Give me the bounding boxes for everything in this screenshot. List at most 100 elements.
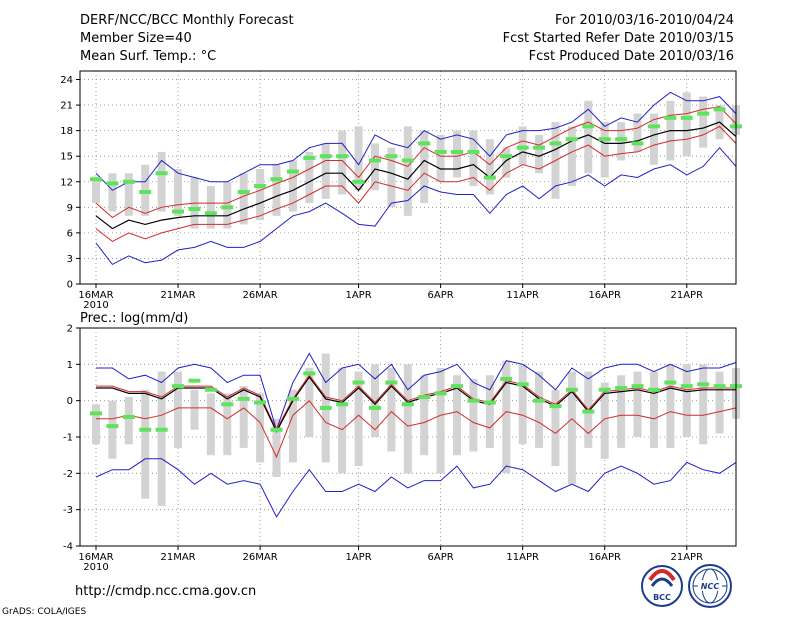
inner-upper-line <box>95 106 737 219</box>
observation-marker <box>90 411 102 416</box>
observation-marker <box>270 177 283 182</box>
x-tick-label: 26MAR <box>243 290 278 301</box>
ensemble-box <box>370 364 379 437</box>
ensemble-box <box>223 181 232 229</box>
observation-marker <box>352 179 365 184</box>
ensemble-box <box>124 397 133 445</box>
ensemble-box <box>108 173 117 212</box>
ensemble-box <box>305 367 314 437</box>
ensemble-box <box>305 151 314 204</box>
inner-upper-line <box>96 374 736 431</box>
observation-marker <box>401 158 414 163</box>
ensemble-box <box>567 371 576 485</box>
ensemble-box <box>403 364 412 474</box>
ensemble-box <box>518 364 527 445</box>
observation-marker <box>303 155 316 160</box>
ensemble-box <box>157 151 166 212</box>
observation-marker <box>664 115 677 120</box>
observation-marker <box>615 137 628 142</box>
ensemble-box <box>223 393 232 456</box>
observation-marker <box>631 141 644 146</box>
observation-marker <box>221 402 234 407</box>
y-tick-label: 9 <box>67 203 73 214</box>
observation-marker <box>697 111 710 116</box>
forecast-produced-date: Fcst Produced Date 2010/03/16 <box>529 49 734 64</box>
ncc-logo-text: NCC <box>701 582 720 591</box>
ensemble-box <box>272 418 281 477</box>
observation-marker <box>319 154 332 159</box>
ensemble-box <box>256 168 265 221</box>
observation-marker <box>270 427 283 432</box>
ensemble-box <box>256 393 265 463</box>
observation-marker <box>368 405 381 410</box>
observation-marker <box>680 384 693 389</box>
observation-marker <box>139 427 152 432</box>
observation-marker <box>106 424 119 429</box>
forecast-period: For 2010/03/16-2010/04/24 <box>555 13 734 28</box>
ensemble-box <box>453 375 462 456</box>
observation-marker <box>336 154 349 159</box>
member-size: Member Size=40 <box>80 31 192 46</box>
observation-marker <box>418 141 431 146</box>
outer-lower-line <box>95 458 737 518</box>
y-tick-label: 2 <box>67 324 73 335</box>
observation-marker <box>319 405 332 410</box>
ensemble-box <box>617 122 626 161</box>
observation-marker <box>565 387 578 392</box>
y-tick-label: 6 <box>67 228 73 239</box>
observation-marker <box>204 387 217 392</box>
x-tick-label: 6APR <box>428 290 454 301</box>
x-tick-label: 16APR <box>588 552 621 563</box>
inner-lower-line <box>95 125 737 242</box>
observation-marker <box>500 376 513 381</box>
observation-marker <box>631 384 644 389</box>
observation-marker <box>139 189 152 194</box>
observation-marker <box>598 387 611 392</box>
x-year-label: 2010 <box>83 300 108 311</box>
ensemble-box <box>666 364 675 448</box>
ensemble-box <box>436 134 445 182</box>
x-tick-label: 16APR <box>588 290 621 301</box>
observation-marker <box>172 209 185 214</box>
observation-marker <box>713 107 726 112</box>
plot-frame <box>79 70 737 285</box>
ensemble-box <box>682 92 691 157</box>
observation-marker <box>385 380 398 385</box>
observation-marker <box>254 184 267 189</box>
ensemble-box <box>633 113 642 152</box>
ensemble-box <box>453 130 462 178</box>
observation-marker <box>155 427 168 432</box>
observation-marker <box>713 384 726 389</box>
observation-marker <box>533 145 546 150</box>
ensemble-box <box>633 371 642 437</box>
ensemble-box <box>174 371 183 448</box>
ensemble-box <box>584 100 593 174</box>
ensemble-box <box>502 360 511 474</box>
observation-marker <box>680 115 693 120</box>
ensemble-box <box>354 126 363 191</box>
prec-panel-title: Prec.: log(mm/d) <box>80 311 188 326</box>
ensemble-box <box>321 143 330 199</box>
observation-marker <box>303 371 316 376</box>
ensemble-box <box>206 186 215 229</box>
forecast-started-date: Fcst Started Refer Date 2010/03/15 <box>503 31 734 46</box>
observation-marker <box>90 177 102 182</box>
ensemble-box <box>649 371 658 448</box>
observation-marker <box>286 169 299 174</box>
x-tick-label: 21MAR <box>160 552 195 563</box>
observation-marker <box>106 181 119 186</box>
observation-marker <box>122 415 135 420</box>
x-tick-label: 16MAR <box>78 290 113 301</box>
ensemble-box <box>108 400 117 459</box>
figure-title: DERF/NCC/BCC Monthly Forecast <box>80 13 294 28</box>
observation-marker <box>254 400 267 405</box>
y-tick-label: 18 <box>60 126 73 137</box>
ensemble-box <box>469 378 478 452</box>
ensemble-box <box>92 177 100 204</box>
inner-lower-line <box>96 399 737 459</box>
ensemble-box <box>485 139 494 195</box>
x-tick-label: 6APR <box>428 552 454 563</box>
y-tick-label: 3 <box>67 254 73 265</box>
ensemble-box <box>387 147 396 208</box>
ensemble-box <box>141 389 150 499</box>
